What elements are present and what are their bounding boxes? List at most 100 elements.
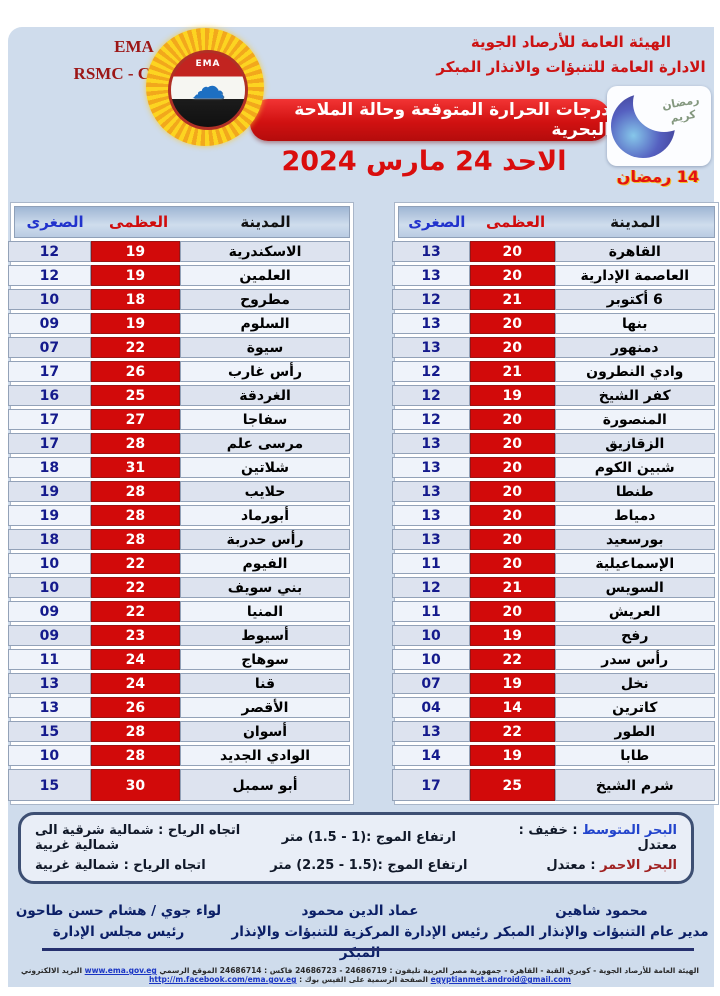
sea-condition: : معتدل (546, 858, 601, 874)
min-temperature: 13 (392, 313, 471, 334)
table-row: بورسعيد 20 13 (392, 529, 715, 550)
min-temperature: 13 (392, 481, 471, 502)
footer-address: الهيئة العامة للأرصاد الجوية - كوبري الق… (219, 966, 699, 975)
max-temperature: 22 (90, 337, 180, 358)
min-temperature: 16 (8, 385, 91, 406)
table-row: المنيا 22 09 (8, 601, 350, 622)
column-header-min: الصغرى (26, 213, 84, 231)
wave-height: ارتفاع الموج :(1 - 1.5) متر (281, 830, 456, 846)
table-row: مرسى علم 28 17 (8, 433, 350, 454)
table-row: طنطا 20 13 (392, 481, 715, 502)
table-row: نخل 19 07 (392, 673, 715, 694)
table-row: رأس حدربة 28 18 (8, 529, 350, 550)
city-name: سيوة (180, 337, 350, 358)
ema-emblem-icon: EMA ☁ (168, 50, 248, 130)
max-temperature: 26 (90, 697, 180, 718)
max-temperature: 20 (470, 409, 555, 430)
max-temperature: 22 (90, 577, 180, 598)
min-temperature: 13 (392, 457, 471, 478)
signature-title: مدير عام التنبؤات والإنذار المبكر (494, 923, 709, 940)
table-row: السلوم 19 09 (8, 313, 350, 334)
city-name: أبورماد (180, 505, 350, 526)
city-name: العاصمة الإدارية (554, 265, 715, 286)
min-temperature: 13 (392, 721, 471, 742)
table-row: المنصورة 20 12 (392, 409, 715, 430)
max-temperature: 22 (470, 649, 555, 670)
min-temperature: 12 (392, 289, 471, 310)
signature-block: محمود شاهين مدير عام التنبؤات والإنذار ال… (493, 901, 710, 964)
table-row: أسوان 28 15 (8, 721, 350, 742)
city-name: العريش (554, 601, 715, 622)
sea-state: البحر المتوسط : خفيف : معتدل (478, 823, 677, 853)
table-row: الإسماعيلية 20 11 (392, 553, 715, 574)
max-temperature: 21 (470, 361, 555, 382)
max-temperature: 24 (90, 649, 180, 670)
min-temperature: 09 (8, 601, 91, 622)
min-temperature: 07 (8, 337, 91, 358)
city-name: أبو سمبل (180, 769, 350, 801)
city-name: مطروح (180, 289, 350, 310)
table-header-row-left: المدينة العظمى الصغرى (14, 206, 350, 238)
min-temperature: 17 (8, 433, 91, 454)
max-temperature: 22 (90, 601, 180, 622)
footer-site-link[interactable]: www.ema.gov.eg (84, 966, 157, 975)
table-row: الوادي الجديد 28 10 (8, 745, 350, 766)
city-name: رفح (554, 625, 715, 646)
crescent-moon-cut (633, 86, 695, 132)
min-temperature: 12 (8, 265, 91, 286)
city-name: شبين الكوم (554, 457, 715, 478)
max-temperature: 20 (470, 433, 555, 454)
table-row: الزقازيق 20 13 (392, 433, 715, 454)
ramadan-day-label: 14 رمضان (616, 167, 700, 186)
min-temperature: 09 (8, 625, 91, 646)
city-name: سفاجا (180, 409, 350, 430)
wind-direction: اتجاه الرياح : شمالية غربية (35, 858, 206, 874)
org-line1: الهيئة العامة للأرصاد الجوية (470, 33, 672, 51)
min-temperature: 10 (392, 625, 471, 646)
min-temperature: 11 (8, 649, 91, 670)
min-temperature: 13 (392, 529, 471, 550)
table-row: بنها 20 13 (392, 313, 715, 334)
column-header-city: المدينة (610, 213, 661, 231)
city-name: الاسكندرية (180, 241, 350, 262)
table-row: شرم الشيخ 25 17 (392, 769, 715, 801)
city-name: الزقازيق (554, 433, 715, 454)
marine-row: البحر الاحمر : معتدل ارتفاع الموج :(1.5 -… (35, 858, 677, 873)
city-name: كاترين (554, 697, 715, 718)
min-temperature: 18 (8, 529, 91, 550)
signature-title: رئيس مجلس الإدارة (52, 923, 185, 940)
table-row: مطروح 18 10 (8, 289, 350, 310)
city-name: الطور (554, 721, 715, 742)
city-name: السلوم (180, 313, 350, 334)
max-temperature: 21 (470, 289, 555, 310)
min-temperature: 13 (392, 241, 471, 262)
table-row: قنا 24 13 (8, 673, 350, 694)
sea-condition: : خفيف : معتدل (518, 822, 677, 853)
footer-facebook-link[interactable]: http://m.facebook.com/ema.gov.eg (149, 975, 297, 984)
max-temperature: 25 (90, 385, 180, 406)
footer-email-link[interactable]: egyptianmet.android@gmail.com (430, 975, 571, 984)
city-name: كفر الشيخ (554, 385, 715, 406)
marine-row: البحر المتوسط : خفيف : معتدل ارتفاع الموج… (35, 823, 677, 853)
city-name: بنها (554, 313, 715, 334)
city-name: طابا (554, 745, 715, 766)
city-name: حلايب (180, 481, 350, 502)
wave-height: ارتفاع الموج :(1.5 - 2.25) متر (270, 858, 468, 874)
footer-divider (42, 948, 694, 951)
table-row: شلاتين 31 18 (8, 457, 350, 478)
table-row: العلمين 19 12 (8, 265, 350, 286)
date-heading: الاحد 24 مارس 2024 (281, 146, 567, 177)
min-temperature: 12 (8, 241, 91, 262)
table-row: سيوة 22 07 (8, 337, 350, 358)
max-temperature: 28 (90, 745, 180, 766)
table-row: كفر الشيخ 19 12 (392, 385, 715, 406)
table-row: الأقصر 26 13 (8, 697, 350, 718)
min-temperature: 10 (392, 649, 471, 670)
sea-name: البحر الاحمر (600, 858, 677, 874)
max-temperature: 22 (470, 721, 555, 742)
city-name: العلمين (180, 265, 350, 286)
temperature-table-left: المدينة العظمى الصغرى الاسكندرية 19 12 العلمين… (8, 202, 354, 805)
max-temperature: 20 (470, 265, 555, 286)
max-temperature: 14 (470, 697, 555, 718)
table-row: دمياط 20 13 (392, 505, 715, 526)
